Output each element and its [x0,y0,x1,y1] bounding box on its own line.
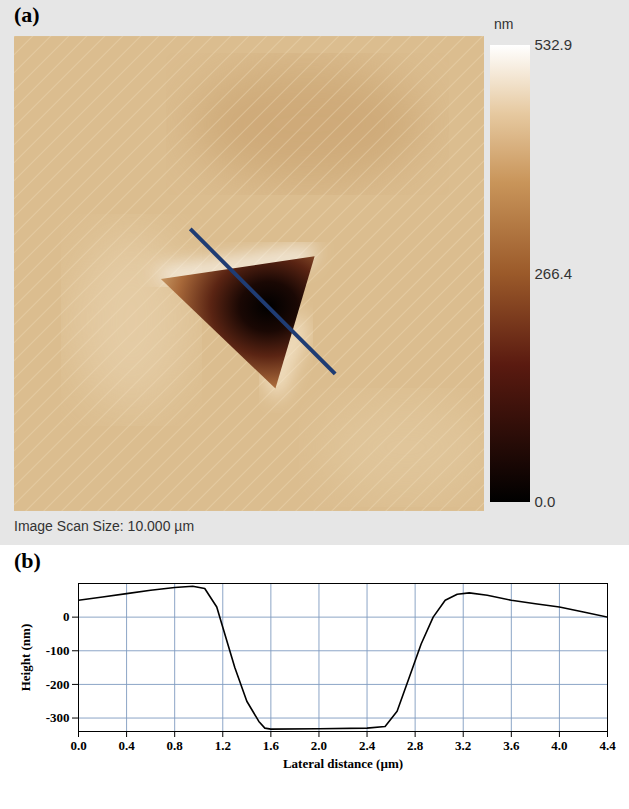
svg-text:266.4: 266.4 [535,265,573,282]
svg-text:1.6: 1.6 [263,738,280,753]
svg-text:0.0: 0.0 [70,738,86,753]
svg-text:3.6: 3.6 [503,738,520,753]
svg-text:0.4: 0.4 [118,738,135,753]
svg-text:-200: -200 [46,677,70,692]
svg-text:4.0: 4.0 [551,738,567,753]
html-text:Image Scan Size: 10.000 µm: Image Scan Size: 10.000 µm [14,518,195,534]
svg-text:4.4: 4.4 [599,738,616,753]
html-text:nm: nm [494,16,514,32]
svg-text:2.8: 2.8 [407,738,424,753]
html-text:(a): (a) [14,2,40,27]
svg-text:3.2: 3.2 [455,738,471,753]
svg-text:0: 0 [63,609,70,624]
svg-text:0.0: 0.0 [535,493,556,510]
svg-text:1.2: 1.2 [215,738,231,753]
svg-text:Lateral distance (µm): Lateral distance (µm) [283,756,403,771]
svg-text:0.8: 0.8 [167,738,184,753]
svg-text:2.0: 2.0 [311,738,327,753]
html-text:(b): (b) [14,548,41,573]
svg-text:-100: -100 [46,643,70,658]
svg-text:532.9: 532.9 [535,36,573,53]
svg-text:Height (nm): Height (nm) [18,624,33,692]
svg-text:2.4: 2.4 [359,738,376,753]
svg-text:-300: -300 [46,710,70,725]
